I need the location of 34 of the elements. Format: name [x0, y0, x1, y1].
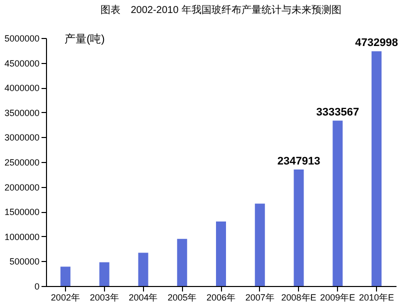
bar: [294, 170, 304, 286]
x-tick-label: 2008年E: [281, 292, 316, 302]
x-tick-label: 2010年E: [359, 292, 394, 302]
y-tick-label: 0: [34, 282, 40, 292]
data-label: 4732998: [355, 37, 398, 50]
y-tick-label: 3500000: [4, 108, 40, 118]
y-tick-label: 1500000: [4, 207, 40, 218]
chart-title: 图表 2002-2010 年我国玻纤布产量统计与未来预测图: [100, 4, 342, 16]
y-tick-label: 2500000: [4, 158, 40, 168]
bar: [216, 222, 226, 286]
y-tick-label: 500000: [9, 256, 40, 267]
data-label: 2347913: [277, 156, 320, 168]
bar: [60, 266, 70, 286]
y-axis-title: 产量(吨): [64, 32, 105, 46]
bar: [138, 252, 148, 286]
x-tick-label: 2007年: [245, 292, 274, 302]
data-label: 3333567: [316, 106, 360, 119]
bar: [177, 238, 188, 286]
bar: [254, 204, 265, 286]
x-tick-label: 2002年: [50, 292, 80, 302]
x-tick-label: 2009年E: [320, 292, 356, 302]
y-tick-label: 5000000: [4, 34, 40, 44]
bar: [372, 51, 382, 286]
x-tick-label: 2005年: [168, 292, 197, 302]
y-tick-label: 3000000: [4, 132, 40, 143]
bar: [99, 262, 110, 286]
y-tick-label: 4500000: [4, 58, 40, 68]
bar: [332, 120, 343, 286]
y-tick-label: 2000000: [4, 182, 40, 192]
x-tick-label: 2003年: [90, 292, 119, 302]
x-tick-label: 2004年: [128, 292, 158, 302]
y-tick-label: 4000000: [4, 83, 40, 94]
x-tick-label: 2006年: [206, 292, 236, 302]
y-tick-label: 1000000: [4, 232, 40, 242]
